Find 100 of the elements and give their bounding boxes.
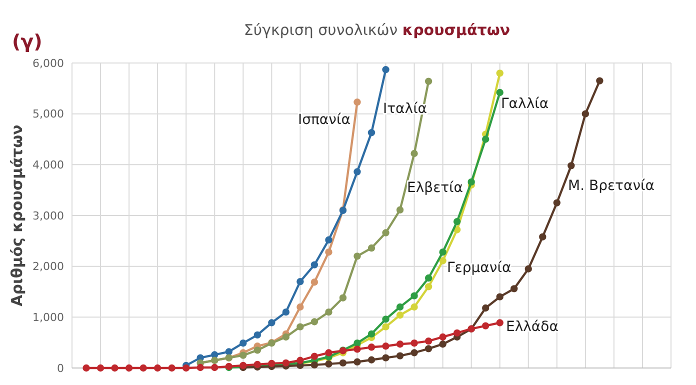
- point: [539, 233, 546, 240]
- point: [453, 218, 461, 226]
- point: [382, 66, 390, 74]
- y-tick-label: 5,000: [32, 108, 64, 121]
- point: [396, 352, 404, 360]
- point: [368, 356, 376, 364]
- point: [410, 150, 418, 158]
- point: [410, 303, 418, 311]
- point: [496, 88, 504, 96]
- point: [424, 274, 432, 282]
- point: [282, 308, 290, 316]
- point: [596, 77, 604, 84]
- point: [354, 346, 361, 353]
- point: [382, 342, 390, 350]
- point: [296, 303, 304, 311]
- point: [154, 364, 162, 372]
- point: [424, 337, 432, 345]
- series-label: Ελβετία: [407, 180, 464, 196]
- point: [296, 323, 304, 330]
- point: [368, 244, 376, 252]
- point: [211, 364, 218, 372]
- point: [468, 178, 475, 186]
- point: [510, 285, 518, 292]
- y-tick-label: 6,000: [32, 56, 64, 70]
- point: [410, 339, 418, 347]
- point: [325, 349, 332, 356]
- point: [439, 333, 446, 341]
- series-label: Ελλάδα: [506, 319, 558, 335]
- point: [240, 352, 247, 359]
- point: [553, 199, 561, 206]
- y-tick-label: 0: [57, 362, 64, 375]
- y-tick-label: 2,000: [32, 260, 64, 274]
- point: [410, 292, 418, 300]
- series-label: Μ. Βρετανία: [568, 178, 654, 194]
- point: [296, 278, 304, 286]
- point: [482, 304, 490, 312]
- point: [82, 364, 90, 372]
- point: [482, 322, 490, 330]
- point: [396, 206, 404, 214]
- point: [496, 293, 504, 300]
- point: [382, 316, 390, 323]
- text: (γ): [12, 31, 42, 53]
- point: [182, 364, 190, 372]
- point: [354, 252, 361, 260]
- point: [196, 364, 204, 372]
- point: [439, 340, 446, 348]
- point: [310, 261, 318, 268]
- point: [225, 348, 232, 356]
- point: [396, 340, 404, 348]
- point: [524, 265, 532, 272]
- point: [368, 129, 376, 136]
- y-tick-label: 4,000: [32, 158, 64, 172]
- point: [325, 236, 332, 244]
- point: [125, 364, 133, 372]
- point: [453, 329, 461, 337]
- point: [268, 319, 276, 326]
- point: [282, 333, 290, 341]
- point: [310, 352, 318, 360]
- point: [424, 78, 432, 85]
- point: [240, 339, 247, 347]
- point: [382, 323, 390, 330]
- point: [396, 312, 404, 319]
- series-label: Ισπανία: [298, 112, 350, 128]
- chart-title: Σύγκριση συνολικών κρουσμάτων: [244, 21, 510, 39]
- series-label: Γαλλία: [501, 96, 549, 112]
- point: [310, 361, 318, 369]
- point: [354, 358, 361, 366]
- point: [496, 70, 504, 77]
- point: [382, 229, 390, 236]
- point: [368, 344, 376, 351]
- point: [254, 346, 262, 354]
- point: [439, 248, 446, 256]
- point: [96, 364, 104, 372]
- point: [424, 345, 432, 352]
- point: [368, 330, 376, 338]
- point: [310, 318, 318, 326]
- point: [111, 364, 118, 372]
- point: [568, 162, 575, 170]
- point: [354, 339, 361, 347]
- point: [339, 294, 347, 302]
- point: [325, 360, 332, 368]
- point: [325, 308, 332, 316]
- point: [410, 349, 418, 356]
- point: [296, 356, 304, 364]
- point: [310, 278, 318, 286]
- point: [424, 283, 432, 290]
- point: [439, 257, 446, 264]
- point: [396, 303, 404, 311]
- y-tick-label: 1,000: [32, 311, 64, 324]
- series-label: Γερμανία: [447, 260, 512, 276]
- point: [354, 98, 361, 106]
- point: [496, 319, 504, 326]
- point: [339, 359, 347, 367]
- point: [382, 354, 390, 362]
- y-tick-label: 3,000: [32, 209, 64, 222]
- point: [140, 364, 147, 372]
- point: [354, 168, 361, 176]
- point: [582, 110, 590, 118]
- point: [254, 331, 262, 339]
- point: [168, 364, 176, 372]
